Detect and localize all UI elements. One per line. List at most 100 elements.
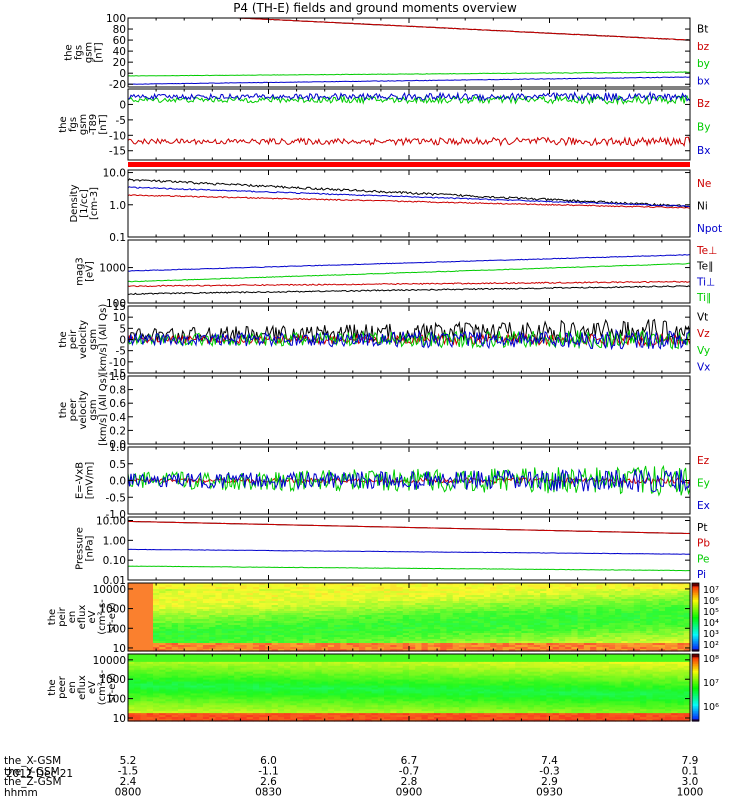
heatmap-cell (334, 593, 341, 596)
heatmap-cell (359, 595, 366, 598)
heatmap-cell (552, 641, 560, 644)
heatmap-cell (533, 605, 541, 608)
heatmap-cell (477, 587, 485, 590)
heatmap-cell (202, 607, 210, 610)
heatmap-cell (371, 655, 379, 659)
heatmap-cell (615, 673, 622, 677)
heatmap-cell (458, 669, 466, 673)
heatmap-cell (177, 645, 185, 648)
colorbar-segment (692, 596, 699, 599)
heatmap-cell (215, 607, 223, 610)
heatmap-cell (246, 667, 254, 671)
heatmap-cell (246, 599, 254, 602)
heatmap-cell (490, 607, 498, 610)
heatmap-cell (246, 657, 254, 661)
heatmap-cell (184, 621, 192, 624)
heatmap-cell (490, 657, 498, 661)
heatmap-cell (608, 611, 616, 614)
heatmap-cell (558, 599, 566, 602)
heatmap-cell (602, 661, 610, 665)
heatmap-cell (284, 659, 291, 663)
heatmap-cell (140, 613, 148, 616)
heatmap-cell (677, 623, 685, 626)
heatmap-cell (502, 591, 510, 594)
heatmap-cell (240, 589, 248, 592)
heatmap-cell (446, 607, 454, 610)
heatmap-cell (458, 659, 466, 663)
heatmap-cell (508, 611, 516, 614)
heatmap-cell (496, 615, 504, 618)
heatmap-cell (440, 645, 448, 648)
heatmap-cell (296, 643, 304, 646)
heatmap-cell (490, 609, 498, 612)
heatmap-cell (665, 587, 672, 590)
heatmap-cell (633, 595, 641, 598)
heatmap-cell (271, 583, 279, 586)
heatmap-cell (409, 589, 416, 592)
heatmap-cell (440, 615, 448, 618)
heatmap-cell (465, 639, 473, 642)
heatmap-cell (552, 673, 560, 677)
heatmap-cell (146, 621, 154, 624)
heatmap-cell (296, 591, 304, 594)
heatmap-cell (396, 657, 404, 661)
heatmap-cell (433, 613, 441, 616)
heatmap-cell (590, 654, 597, 657)
heatmap-cell (146, 679, 154, 683)
heatmap-cell (202, 591, 210, 594)
heatmap-cell (359, 589, 366, 592)
heatmap-cell (427, 625, 435, 628)
heatmap-cell (271, 603, 279, 606)
heatmap-cell (396, 593, 404, 596)
heatmap-cell (546, 639, 554, 642)
heatmap-cell (352, 607, 360, 610)
heatmap-cell (234, 623, 241, 626)
heatmap-cell (327, 661, 335, 665)
heatmap-cell (646, 617, 654, 620)
heatmap-cell (246, 601, 254, 604)
heatmap-cell (671, 663, 679, 667)
heatmap-cell (159, 591, 167, 594)
heatmap-cell (477, 645, 485, 648)
heatmap-cell (371, 583, 379, 586)
heatmap-cell (665, 625, 672, 628)
heatmap-cell (446, 591, 454, 594)
heatmap-cell (334, 677, 341, 681)
heatmap-cell (346, 617, 354, 620)
heatmap-cell (502, 645, 510, 648)
heatmap-cell (277, 667, 285, 671)
heatmap-cell (465, 595, 473, 598)
ytick-label: -5 (116, 346, 126, 358)
heatmap-cell (377, 615, 385, 618)
heatmap-cell (177, 623, 185, 626)
heatmap-cell (384, 645, 391, 648)
heatmap-cell (390, 661, 398, 665)
heatmap-cell (309, 654, 316, 657)
heatmap-cell (608, 609, 616, 612)
heatmap-cell (515, 631, 522, 634)
panel-velocity_peir: the peir velocity gsm [km/s] (All Qs) VtVzVyV… (58, 301, 710, 380)
heatmap-cell (334, 669, 341, 673)
heatmap-cell (465, 677, 473, 681)
heatmap-cell (352, 597, 360, 600)
heatmap-cell (365, 619, 373, 622)
heatmap-cell (458, 673, 466, 677)
heatmap-cell (396, 611, 404, 614)
heatmap-cell (140, 609, 148, 612)
heatmap-cell (196, 647, 204, 650)
heatmap-cell (483, 627, 491, 630)
heatmap-cell (558, 631, 566, 634)
heatmap-cell (565, 595, 572, 598)
heatmap-cell (302, 655, 310, 659)
heatmap-cell (209, 627, 217, 630)
heatmap-cell (652, 627, 660, 630)
heatmap-cell (321, 661, 329, 665)
heatmap-cell (458, 679, 466, 683)
heatmap-cell (352, 675, 360, 679)
heatmap-cell (177, 591, 185, 594)
heatmap-cell (552, 669, 560, 673)
heatmap-cell (433, 673, 441, 677)
heatmap-cell (577, 629, 585, 632)
heatmap-cell (277, 619, 285, 622)
heatmap-cell (633, 645, 641, 648)
